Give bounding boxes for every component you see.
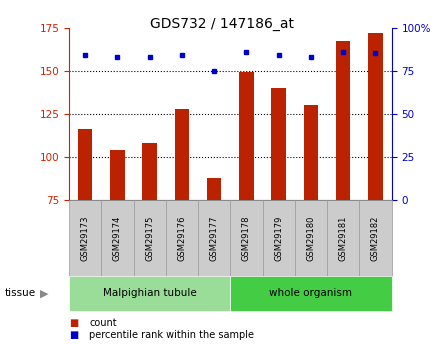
Text: GSM29179: GSM29179 [274,215,283,261]
Text: GSM29174: GSM29174 [113,215,122,261]
Bar [263,200,295,276]
Text: Malpighian tubule: Malpighian tubule [103,288,197,298]
Text: ■: ■ [69,330,78,339]
Bar [101,200,134,276]
Text: GSM29176: GSM29176 [178,215,186,261]
Text: ▶: ▶ [40,288,49,298]
Text: GSM29178: GSM29178 [242,215,251,261]
Text: count: count [89,318,117,327]
Text: percentile rank within the sample: percentile rank within the sample [89,330,254,339]
Text: whole organism: whole organism [269,288,352,298]
Text: ■: ■ [69,318,78,327]
Bar [198,200,231,276]
Bar [327,200,360,276]
Text: GSM29177: GSM29177 [210,215,218,261]
Bar [166,200,198,276]
Bar [78,129,93,200]
Bar [207,178,222,200]
Text: GSM29182: GSM29182 [371,215,380,261]
Text: GSM29173: GSM29173 [81,215,89,261]
Bar [303,105,318,200]
Text: GSM29181: GSM29181 [339,215,348,261]
Bar [69,276,231,310]
Bar [360,200,392,276]
Bar [239,72,254,200]
Bar [110,150,125,200]
Text: GDS732 / 147186_at: GDS732 / 147186_at [150,17,295,31]
Bar [368,33,383,200]
Text: tissue: tissue [4,288,36,298]
Text: GSM29180: GSM29180 [307,215,316,261]
Bar [174,109,189,200]
Bar [142,143,157,200]
Bar [134,200,166,276]
Bar [336,41,351,200]
Bar [69,200,101,276]
Bar [231,200,263,276]
Bar [231,276,392,310]
Bar [295,200,327,276]
Bar [271,88,286,200]
Text: GSM29175: GSM29175 [145,215,154,261]
